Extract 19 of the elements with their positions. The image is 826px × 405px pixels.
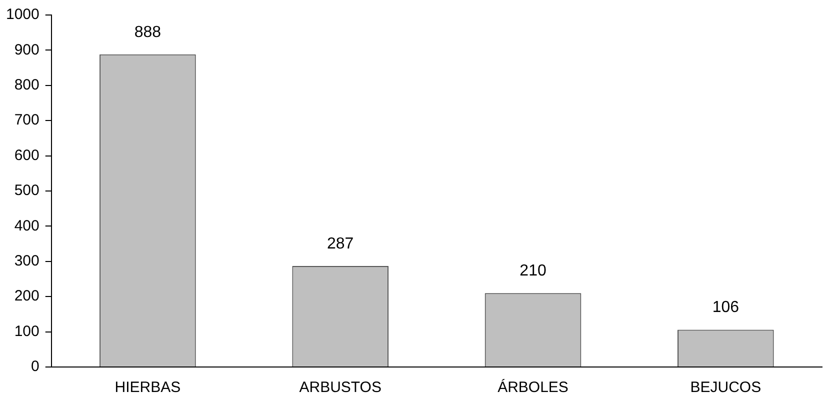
y-tick-label: 300 — [14, 252, 40, 270]
x-tick-label: ÁRBOLES — [498, 378, 568, 396]
data-label: 210 — [520, 262, 546, 280]
y-tick-label: 1000 — [6, 6, 40, 24]
x-tick-label: ARBUSTOS — [299, 379, 382, 396]
y-tick-label: 900 — [14, 41, 40, 58]
y-tick-label: 200 — [14, 288, 40, 305]
y-tick-label: 600 — [14, 146, 40, 164]
y-tick-label: 500 — [14, 182, 40, 200]
data-label: 287 — [327, 235, 354, 252]
y-tick-label: 0 — [31, 358, 40, 376]
x-tick-label: BEJUCOS — [690, 379, 762, 396]
y-tick-label: 400 — [14, 217, 40, 234]
y-tick-label: 800 — [14, 76, 40, 94]
x-tick-label: HIERBAS — [114, 379, 181, 396]
y-tick-label: 700 — [14, 112, 40, 129]
data-label: 106 — [712, 299, 740, 316]
data-label: 888 — [134, 24, 162, 41]
y-tick-label: 100 — [14, 322, 40, 340]
